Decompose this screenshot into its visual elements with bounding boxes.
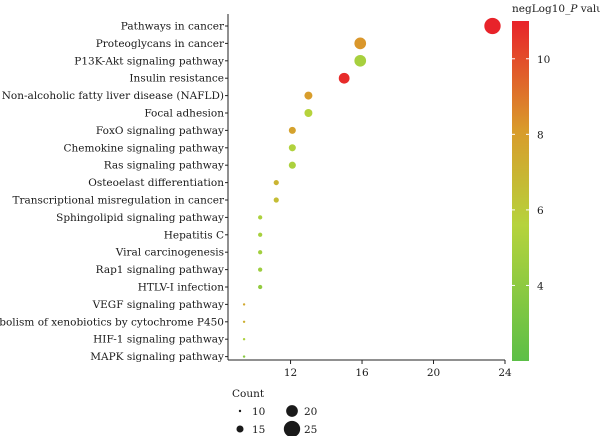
- data-point: [273, 197, 279, 203]
- size-legend-dot: [238, 409, 242, 413]
- category-label: FoxO signaling pathway: [96, 125, 224, 137]
- category-label: Hepatitis C: [164, 229, 224, 241]
- size-legend: Count 10 15 20 25: [232, 388, 317, 436]
- category-label: Pathways in cancer: [121, 21, 225, 33]
- data-point: [288, 126, 296, 134]
- color-bar: [512, 21, 529, 361]
- category-label: Osteoelast differentiation: [88, 177, 224, 189]
- category-label: P13K-Akt signaling pathway: [74, 55, 224, 67]
- colorbar-tick-label: 4: [537, 280, 544, 292]
- x-axis-ticks: 12 16 20 24: [284, 360, 512, 379]
- x-tick-label: 16: [355, 367, 369, 379]
- data-point: [273, 180, 279, 186]
- data-point: [242, 303, 246, 306]
- data-points: [242, 17, 501, 358]
- category-label: Ras signaling pathway: [104, 160, 224, 172]
- data-point: [354, 54, 367, 67]
- category-label: Sphingolipid signaling pathway: [56, 212, 224, 224]
- data-point: [258, 267, 263, 272]
- color-legend-title: negLog10_P value: [512, 3, 600, 15]
- category-label: Focal adhesion: [144, 108, 224, 120]
- data-point: [304, 91, 313, 100]
- size-legend-title: Count: [232, 388, 265, 400]
- x-tick-label: 12: [284, 367, 297, 379]
- category-label: Insulin resistance: [129, 73, 224, 85]
- data-point: [304, 109, 313, 117]
- data-point: [354, 37, 367, 50]
- colorbar-tick-label: 6: [537, 205, 544, 217]
- category-label: HTLV-I infection: [138, 282, 225, 294]
- size-legend-dot: [286, 405, 298, 417]
- colorbar-tick-label: 10: [537, 54, 550, 66]
- category-label: MAPK signaling pathway: [90, 351, 224, 363]
- colorbar-tick-label: 8: [537, 129, 544, 141]
- color-legend: negLog10_P value 4 6 8 10: [512, 3, 600, 361]
- data-point: [484, 17, 501, 35]
- category-label: VEGF signaling pathway: [92, 299, 224, 311]
- size-legend-label: 15: [252, 424, 265, 436]
- size-legend-label: 25: [304, 424, 317, 436]
- data-point: [258, 284, 263, 290]
- category-label: Chemokine signaling pathway: [64, 142, 225, 154]
- category-labels: Pathways in cancer Proteoglycans in cance…: [0, 21, 228, 363]
- size-legend-dot: [283, 420, 301, 436]
- category-label: Rap1 signaling pathway: [96, 264, 224, 276]
- size-legend-dot: [236, 425, 244, 433]
- data-point: [242, 320, 246, 323]
- x-tick-label: 20: [427, 367, 440, 379]
- size-legend-label: 10: [252, 406, 265, 418]
- data-point: [242, 355, 246, 358]
- category-label: HIF-1 signaling pathway: [93, 334, 224, 346]
- data-point: [258, 250, 263, 255]
- data-point: [338, 72, 350, 84]
- category-label: Proteoglycans in cancer: [96, 38, 225, 50]
- category-label: Non-alcoholic fatty liver disease (NAFLD…: [2, 90, 224, 102]
- data-point: [288, 161, 296, 169]
- data-point: [258, 232, 263, 237]
- category-label: Metabolism of xenobiotics by cytochrome …: [0, 316, 224, 328]
- x-tick-label: 24: [498, 367, 512, 379]
- category-label: Viral carcinogenesis: [115, 247, 224, 259]
- data-point: [258, 215, 263, 220]
- data-point: [288, 144, 296, 152]
- category-label: Transcriptional misregulation in cancer: [12, 195, 225, 207]
- data-point: [242, 338, 246, 341]
- size-legend-label: 20: [304, 406, 317, 418]
